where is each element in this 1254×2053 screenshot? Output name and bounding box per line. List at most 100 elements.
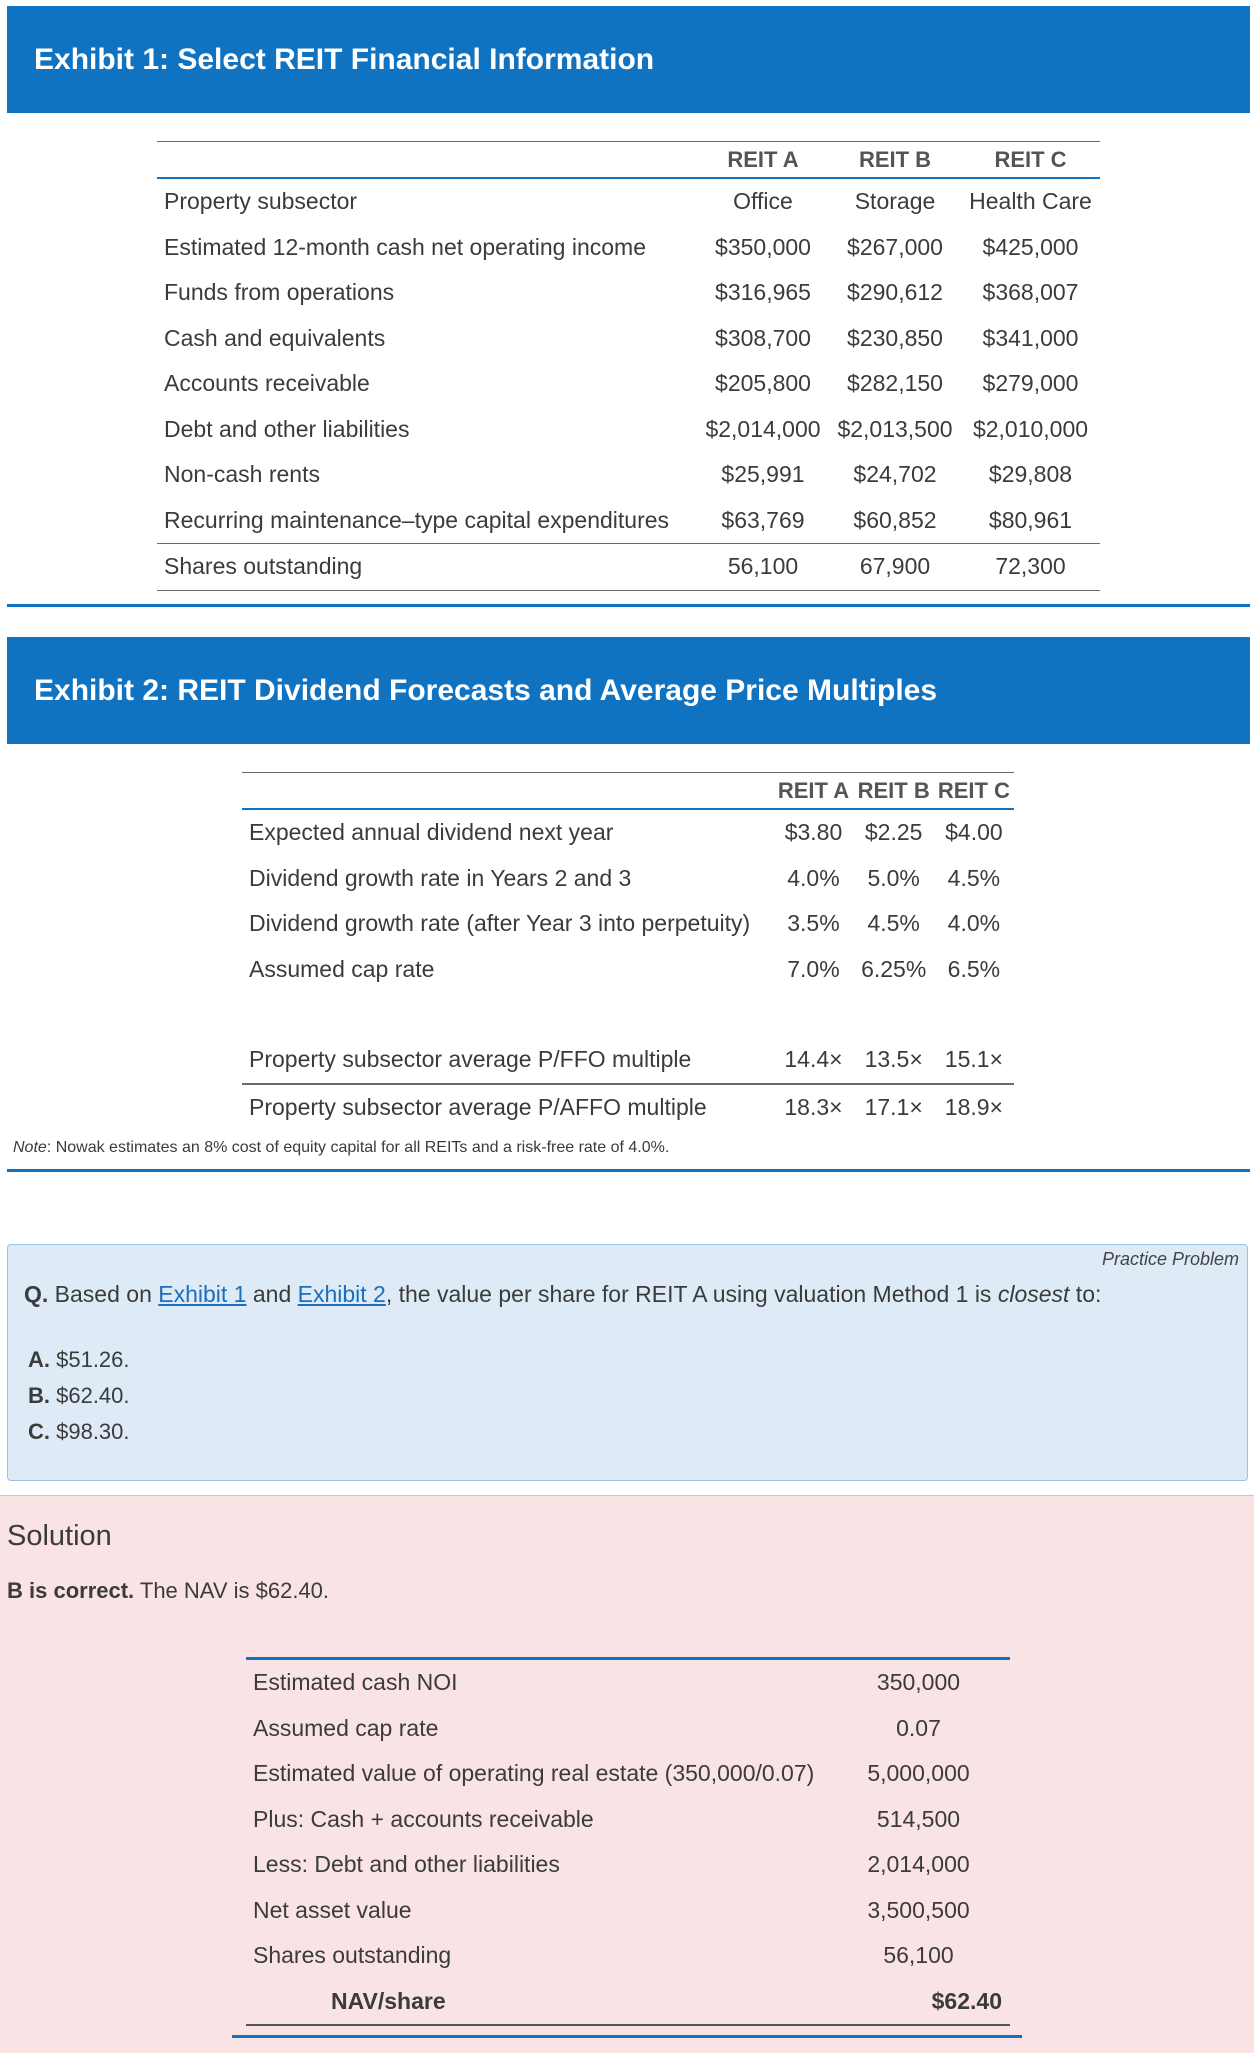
row-label: Dividend growth rate (after Year 3 into … [249, 910, 751, 937]
table-row: Expected annual dividend next year $3.80 $… [242, 809, 1014, 856]
table-row: Dividend growth rate (after Year 3 into … [242, 901, 1014, 947]
table-cell: 15.1× [933, 1037, 1014, 1085]
table-cell: $3.80 [784, 819, 843, 846]
choice-c-text: $98.30. [50, 1419, 130, 1444]
exhibit2-title: Exhibit 2: REIT Dividend Forecasts and A… [34, 673, 938, 707]
table-cell: $308,700 [715, 324, 811, 351]
exhibit1-col-2: REIT B [829, 141, 961, 179]
table-cell: $29,808 [988, 461, 1073, 488]
question-text: Q. Based on Exhibit 1 and Exhibit 2, the… [24, 1281, 1101, 1308]
table-cell: 2,014,000 [867, 1851, 970, 1878]
exhibit1-col-3: REIT C [961, 141, 1100, 179]
choice-a[interactable]: A. $51.26. [28, 1347, 130, 1373]
table-row: Assumed cap rate 7.0% 6.25% 6.5% [242, 947, 1014, 993]
exhibit2-col-2: REIT B [853, 772, 934, 810]
table-row: Estimated value of operating real estate… [246, 1751, 1010, 1797]
row-label: Assumed cap rate [253, 1714, 439, 1741]
table-row: Estimated cash NOI 350,000 [246, 1659, 1010, 1706]
table-row: Dividend growth rate in Years 2 and 3 4.0… [242, 856, 1014, 902]
row-label: Net asset value [253, 1896, 412, 1923]
row-label: Assumed cap rate [249, 955, 435, 982]
question-part-1: Based on [48, 1281, 159, 1307]
question-emphasis: closest [997, 1281, 1070, 1307]
exhibit1-table: REIT A REIT B REIT C Property subsector O… [157, 141, 1100, 591]
note-label: Note [13, 1139, 47, 1156]
exhibit1-bottom-rule [7, 604, 1250, 607]
practice-problem-label: Practice Problem [1101, 1249, 1239, 1269]
row-label: Property subsector average P/FFO multipl… [242, 1037, 774, 1085]
table-cell: $205,800 [715, 370, 811, 397]
solution-answer-bold: B is correct. [7, 1578, 135, 1603]
spacer-row [242, 992, 1014, 1037]
table-cell: $25,991 [721, 461, 805, 488]
table-cell: 514,500 [876, 1805, 961, 1832]
row-label: Property subsector average P/AFFO multip… [249, 1093, 707, 1120]
table-row: Debt and other liabilities $2,014,000 $2,0… [157, 407, 1100, 453]
exhibit1-header-row: REIT A REIT B REIT C [157, 141, 1100, 179]
table-cell: 3,500,500 [867, 1896, 970, 1923]
nav-per-share-row: NAV/share $62.40 [246, 1978, 1010, 2026]
table-row: Cash and equivalents $308,700 $230,850 $341… [157, 316, 1100, 362]
row-label: Property subsector [164, 188, 358, 215]
exhibit2-col-1: REIT A [773, 772, 854, 810]
solution-answer: B is correct. The NAV is $62.40. [7, 1578, 329, 1604]
exhibit1-col-1: REIT A [697, 141, 829, 179]
nav-per-share-label: NAV/share [246, 1978, 827, 2026]
table-cell: $282,150 [847, 370, 943, 397]
table-cell: 4.0% [947, 910, 1001, 937]
table-cell: Office [733, 188, 793, 215]
exhibit2-col-3: REIT C [933, 772, 1014, 810]
table-cell: $2,014,000 [705, 415, 821, 442]
row-label: Debt and other liabilities [164, 415, 410, 442]
exhibit2-note: Note: Nowak estimates an 8% cost of equi… [13, 1139, 669, 1157]
table-cell: $316,965 [715, 279, 811, 306]
table-cell: $24,702 [853, 461, 937, 488]
nav-per-share-value: $62.40 [827, 1978, 1010, 2026]
table-cell: $2,010,000 [972, 415, 1089, 442]
table-cell: $63,769 [721, 506, 805, 533]
exhibit2-header-row: REIT A REIT B REIT C [242, 772, 1014, 810]
solution-box: Solution B is correct. The NAV is $62.40… [0, 1495, 1254, 2053]
table-cell: $267,000 [847, 233, 943, 260]
choice-b-letter: B. [28, 1383, 50, 1408]
table-row: Property subsector Office Storage Health Ca… [157, 178, 1100, 225]
row-label: Recurring maintenance–type capital expen… [164, 506, 670, 533]
row-label: Estimated cash NOI [253, 1669, 458, 1696]
table-row: Property subsector average P/AFFO multip… [242, 1084, 1014, 1131]
table-cell: 18.9× [944, 1093, 1003, 1120]
solution-title: Solution [7, 1520, 112, 1552]
table-cell: $2.25 [864, 819, 923, 846]
question-part-2: and [246, 1281, 298, 1307]
table-cell: 5,000,000 [867, 1760, 970, 1787]
choice-b[interactable]: B. $62.40. [28, 1383, 130, 1409]
choice-a-letter: A. [28, 1347, 50, 1372]
table-cell: $425,000 [982, 233, 1079, 260]
table-cell: 6.25% [861, 955, 927, 982]
table-cell: $2,013,500 [837, 415, 953, 442]
question-prefix: Q. [24, 1281, 49, 1307]
table-row: Plus: Cash + accounts receivable 514,500 [246, 1797, 1010, 1843]
table-cell: 4.5% [947, 864, 1001, 891]
row-label: Accounts receivable [164, 370, 370, 397]
exhibit1-link[interactable]: Exhibit 1 [158, 1281, 247, 1307]
table-cell: $350,000 [715, 233, 811, 260]
table-row: Assumed cap rate 0.07 [246, 1706, 1010, 1752]
table-row: Recurring maintenance–type capital expen… [157, 498, 1100, 544]
table-cell: 18.3× [784, 1093, 843, 1120]
table-cell: $290,612 [847, 279, 943, 306]
row-label: Estimated 12-month cash net operating in… [164, 233, 646, 260]
table-row: Less: Debt and other liabilities 2,014,00… [246, 1842, 1010, 1888]
exhibit2-header: Exhibit 2: REIT Dividend Forecasts and A… [7, 637, 1250, 744]
table-row: Shares outstanding 56,100 67,900 72,300 [157, 543, 1100, 591]
row-label: Less: Debt and other liabilities [253, 1851, 560, 1878]
table-cell: $341,000 [982, 324, 1079, 351]
exhibit2-link[interactable]: Exhibit 2 [297, 1281, 386, 1307]
choice-c[interactable]: C. $98.30. [28, 1419, 130, 1445]
row-label: Funds from operations [164, 279, 395, 306]
table-cell: 14.4× [773, 1037, 854, 1085]
table-row: Non-cash rents $25,991 $24,702 $29,808 [157, 452, 1100, 498]
table-row: Shares outstanding 56,100 [246, 1933, 1010, 1979]
solution-answer-text: The NAV is $62.40. [134, 1578, 330, 1603]
table-cell: 13.5× [853, 1037, 934, 1085]
exhibit2-col-0 [242, 772, 774, 810]
